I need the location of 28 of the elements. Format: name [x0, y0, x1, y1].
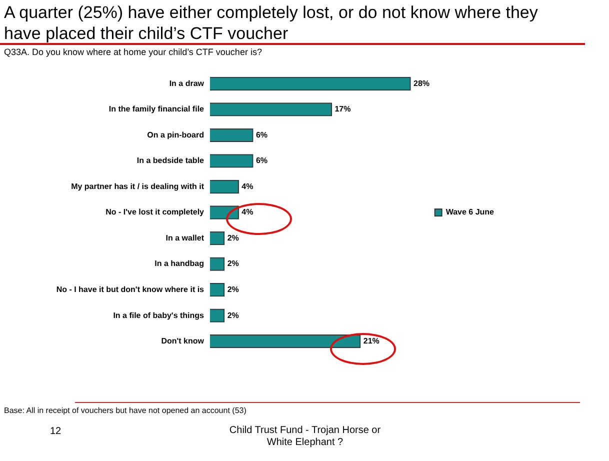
data-label: 2%	[227, 233, 239, 242]
text: 12	[50, 426, 62, 437]
y-tick-label: In a wallet	[166, 233, 204, 242]
y-tick-label: In a file of baby's things	[113, 310, 205, 320]
data-label: 2%	[227, 259, 239, 268]
y-tick-label: In the family financial file	[108, 104, 205, 114]
legend-label: Wave 6 June	[446, 208, 495, 217]
data-label: 2%	[227, 310, 239, 320]
y-tick-label: My partner has it / is dealing with it	[71, 182, 204, 191]
y-tick-label: On a pin-board	[147, 130, 204, 140]
y-tick-label: No - I have it but don't know where it is	[56, 284, 205, 294]
text: Q33A. Do you know where at home your child’s CTF voucher is?	[4, 47, 262, 57]
y-tick-label: In a handbag	[154, 259, 204, 268]
chart-title: A quarter (25%) have either completely lost, or do not know where they have placed their child’s CTF voucher	[4, 2, 539, 44]
y-tick-label: In a draw	[169, 78, 205, 88]
text: Base: All in receipt of vouchers but have not opened an account (53)	[4, 406, 246, 415]
data-label: 21%	[363, 336, 380, 346]
data-label: 6%	[256, 130, 268, 140]
y-tick-label: Don't know	[161, 336, 205, 346]
data-label: 28%	[414, 78, 430, 88]
data-label: 4%	[242, 182, 254, 191]
data-label: 6%	[256, 156, 268, 166]
data-label: 2%	[227, 284, 239, 294]
data-label: 17%	[334, 104, 351, 114]
data-label: 4%	[242, 208, 254, 217]
y-tick-label: In a bedside table	[136, 156, 205, 166]
y-tick-label: No - I've lost it completely	[106, 208, 205, 217]
text: Child Trust Fund - Trojan Horse or White Elephant ?	[228, 425, 382, 449]
